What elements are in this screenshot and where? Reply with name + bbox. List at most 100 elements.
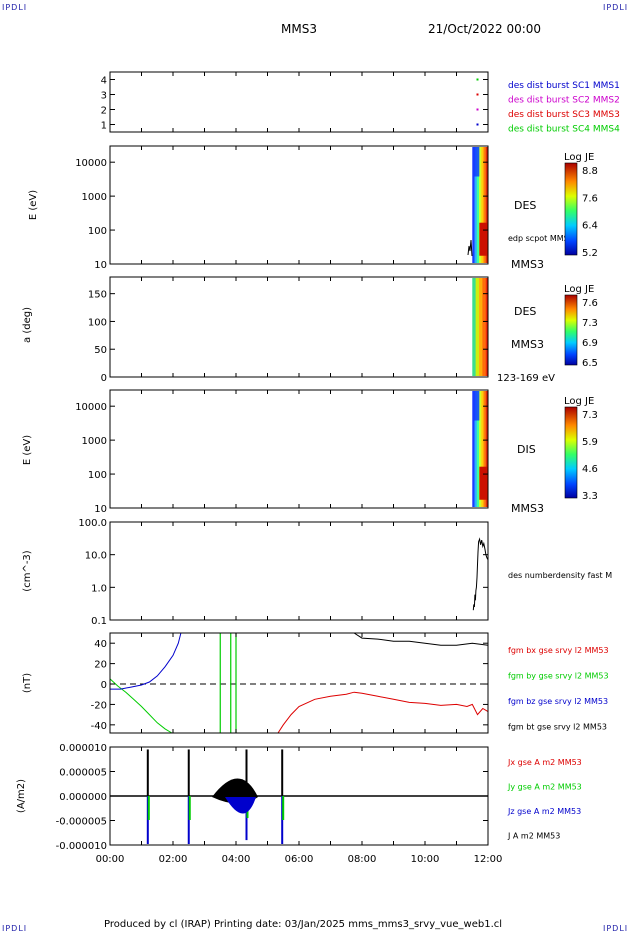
dis-energy-heatmap-column (473, 391, 475, 507)
des-pitch-y-tick-label: 0 (101, 373, 107, 384)
dis-energy-heatmap-column (474, 391, 477, 507)
fgm-series-line (110, 632, 182, 690)
des-energy-heatmap-column (485, 147, 488, 263)
des-energy-heatmap-column (483, 147, 486, 263)
dis-energy-heatmap-column (485, 391, 488, 507)
dis-energy-heatmap-column (477, 391, 480, 507)
time-axis-tick-label: 02:00 (159, 854, 188, 865)
burst-legend-entry: des dist burst SC2 MMS2 (508, 96, 620, 106)
current-y-tick-label: 0.000000 (59, 792, 107, 803)
dis-energy-colorbar-tick-label: 3.3 (582, 491, 598, 502)
burst-marker (476, 93, 479, 96)
current-y-tick-label: 0.000005 (59, 768, 107, 779)
dis-energy-heatmap-column (479, 391, 481, 507)
current-legend-entry: Jx gse A m2 MM53 (507, 758, 582, 767)
fgm-legend-entry: fgm by gse srvy l2 MM53 (508, 672, 609, 681)
des-pitch-heatmap-column (483, 278, 486, 376)
time-axis-tick-label: 12:00 (474, 854, 503, 865)
corner-mark-bottom-left: IPDLI (2, 924, 28, 933)
des-pitch-y-tick-label: 50 (94, 345, 107, 356)
des-energy-heatmap-hot-region (479, 222, 488, 256)
des-pitch-heatmap-column (480, 278, 482, 376)
des-energy-y-tick-label: 100 (88, 226, 107, 237)
scpot-overlay-label: edp scpot MMS3 (508, 234, 574, 243)
des-energy-colorbar-tick-label: 5.2 (582, 248, 598, 259)
current-legend-entry: Jy gse A m2 MM53 (507, 783, 582, 792)
spacecraft-title: MMS3 (281, 22, 317, 36)
des-energy-heatmap-column (475, 147, 478, 263)
des-energy-heatmap-column (480, 147, 482, 263)
des-pitch-heatmap-column (473, 278, 475, 376)
density-y-label: (cm^-3) (22, 550, 33, 591)
des-energy-heatmap-cold-region (473, 147, 480, 177)
fgm-panel-frame (109, 632, 489, 734)
scpot-trace (467, 239, 473, 257)
dis-energy-heatmap-cold-region (473, 391, 480, 421)
des-energy-colorbar-title: Log JE (564, 152, 594, 163)
dis-energy-heatmap-column (481, 391, 483, 507)
time-axis-tick-label: 04:00 (222, 854, 251, 865)
des-energy-heatmap-column (479, 147, 481, 263)
des-pitch-y-label: a (deg) (22, 307, 33, 343)
fgm-legend-entry: fgm bx gse srvy l2 MM53 (508, 646, 609, 655)
des-pitch-colorbar-tick-label: 6.5 (582, 358, 598, 369)
des-energy-colorbar-tick-label: 7.6 (582, 193, 598, 204)
burst-legend-entry: des dist burst SC3 MMS3 (508, 110, 620, 120)
fgm-y-tick-label: 40 (94, 639, 107, 650)
des-pitch-colorbar-title: Log JE (564, 284, 594, 295)
dis-energy-panel-frame (109, 389, 489, 509)
dis-energy-spacecraft-label: MMS3 (511, 502, 544, 515)
burst-marker (476, 78, 479, 81)
burst-y-tick-label: 4 (101, 76, 107, 87)
des-energy-y-tick-label: 10000 (75, 158, 107, 169)
time-axis-tick-label: 06:00 (285, 854, 314, 865)
des-energy-y-tick-label: 1000 (82, 192, 107, 203)
burst-y-tick-label: 3 (101, 91, 107, 102)
dis-energy-colorbar-title: Log JE (564, 396, 594, 407)
fgm-y-tick-label: -20 (91, 700, 107, 711)
des-pitch-instrument-label: DES (514, 305, 536, 318)
dis-energy-y-tick-label: 10 (94, 504, 107, 515)
dis-energy-heatmap-column (482, 391, 484, 507)
density-y-tick-label: 10.0 (85, 551, 107, 562)
time-axis-tick-label: 08:00 (348, 854, 377, 865)
corner-mark-top-left: IPDLI (2, 3, 28, 12)
fgm-y-tick-label: 0 (101, 680, 107, 691)
fgm-legend-entry: fgm bt gse srvy l2 MM53 (508, 723, 607, 732)
dis-energy-colorbar-tick-label: 5.9 (582, 437, 598, 448)
time-axis-tick-label: 10:00 (411, 854, 440, 865)
time-axis-tick-label: 00:00 (96, 854, 125, 865)
burst-legend-entry: des dist burst SC4 MMS4 (508, 125, 620, 135)
density-y-tick-label: 100.0 (78, 518, 107, 529)
density-legend-entry: des numberdensity fast M (508, 571, 612, 580)
fgm-y-label: (nT) (22, 673, 33, 693)
dis-energy-colorbar-tick-label: 7.3 (582, 410, 598, 421)
current-jz-envelope (225, 797, 256, 814)
footer-credits: Produced by cl (IRAP) Printing date: 03/… (104, 919, 503, 930)
fgm-series-line (109, 678, 173, 734)
current-legend-entry: Jz gse A m2 MM53 (507, 807, 581, 816)
des-pitch-heatmap-column (477, 278, 480, 376)
density-y-tick-label: 0.1 (91, 616, 107, 627)
des-energy-y-tick-label: 10 (94, 260, 107, 271)
fgm-legend-entry: fgm bz gse srvy l2 MM53 (508, 697, 608, 706)
burst-panel-frame (109, 71, 489, 133)
des-energy-heatmap-column (482, 147, 484, 263)
density-panel-frame (109, 521, 489, 621)
current-y-tick-label: 0.000010 (59, 743, 107, 754)
current-y-tick-label: -0.000010 (56, 841, 107, 852)
dis-energy-y-label: E (eV) (22, 435, 33, 465)
burst-marker (476, 108, 479, 111)
burst-y-tick-label: 1 (101, 121, 107, 132)
des-energy-heatmap-column (484, 147, 487, 263)
des-pitch-heatmap-column (472, 278, 474, 376)
dis-energy-heatmap-column (480, 391, 482, 507)
des-energy-heatmap-column (477, 147, 480, 263)
des-pitch-colorbar-tick-label: 7.6 (582, 298, 598, 309)
fgm-y-tick-label: -40 (91, 721, 107, 732)
burst-legend-entry: des dist burst SC1 MMS1 (508, 81, 620, 91)
des-energy-heatmap-column (472, 147, 474, 263)
des-energy-heatmap-column (473, 147, 475, 263)
des-pitch-colorbar-tick-label: 7.3 (582, 318, 598, 329)
